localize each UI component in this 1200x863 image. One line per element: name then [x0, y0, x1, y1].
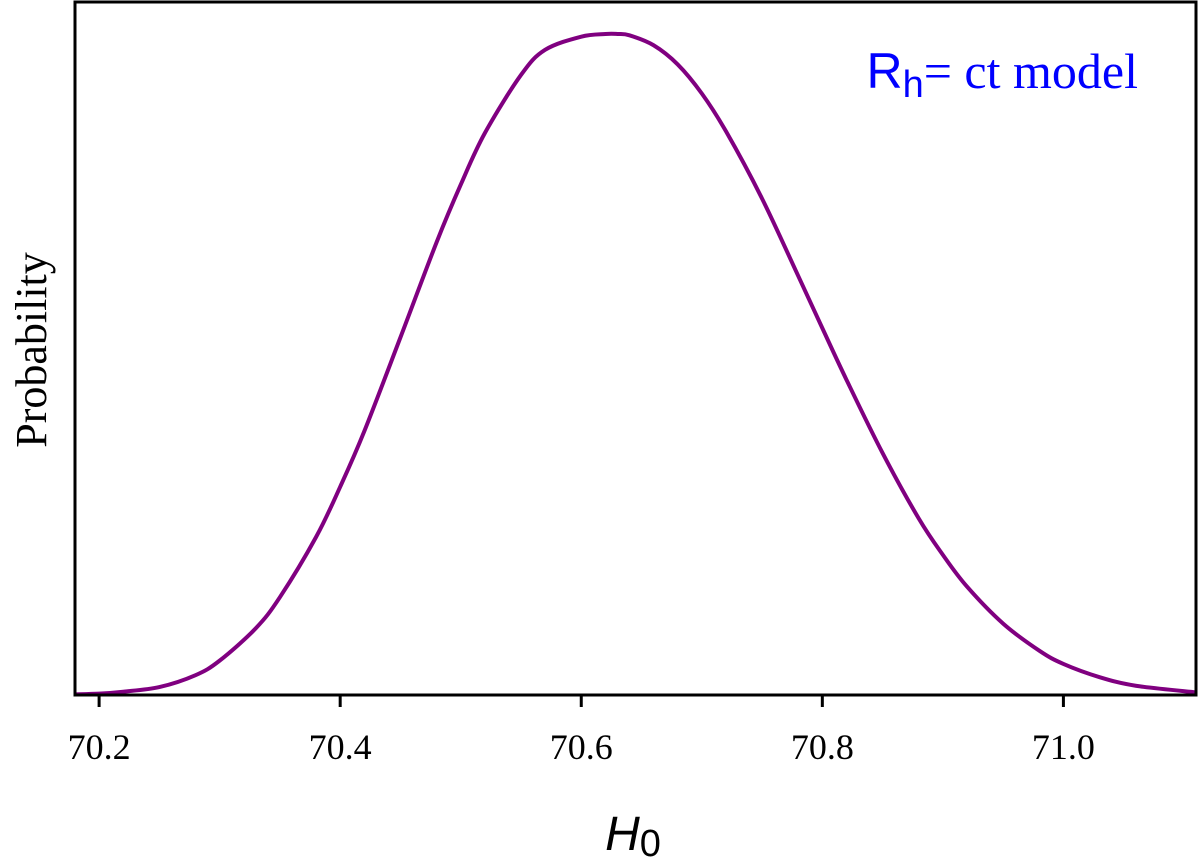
series-line-0: [74, 31, 1197, 697]
model-annotation-suffix: = ct model: [924, 43, 1138, 99]
plot-background: [75, 0, 1196, 695]
plot-frame: [73, 0, 1198, 697]
x-tick-label: 70.6: [550, 727, 613, 767]
x-tick-label: 70.2: [68, 727, 131, 767]
x-tick-label: 70.4: [309, 727, 372, 767]
x-axis-label-subscript: 0: [640, 823, 661, 863]
x-axis-label-main: H: [605, 808, 640, 861]
x-axis-label: H0: [605, 808, 661, 863]
model-annotation: Rh= ct model: [866, 43, 1138, 106]
model-annotation-prefix: R: [866, 43, 902, 99]
model-annotation-subscript: h: [903, 64, 924, 106]
x-tick-label: 71.0: [1032, 727, 1095, 767]
x-tick-label: 70.8: [791, 727, 854, 767]
y-axis-label: Probability: [7, 252, 56, 448]
